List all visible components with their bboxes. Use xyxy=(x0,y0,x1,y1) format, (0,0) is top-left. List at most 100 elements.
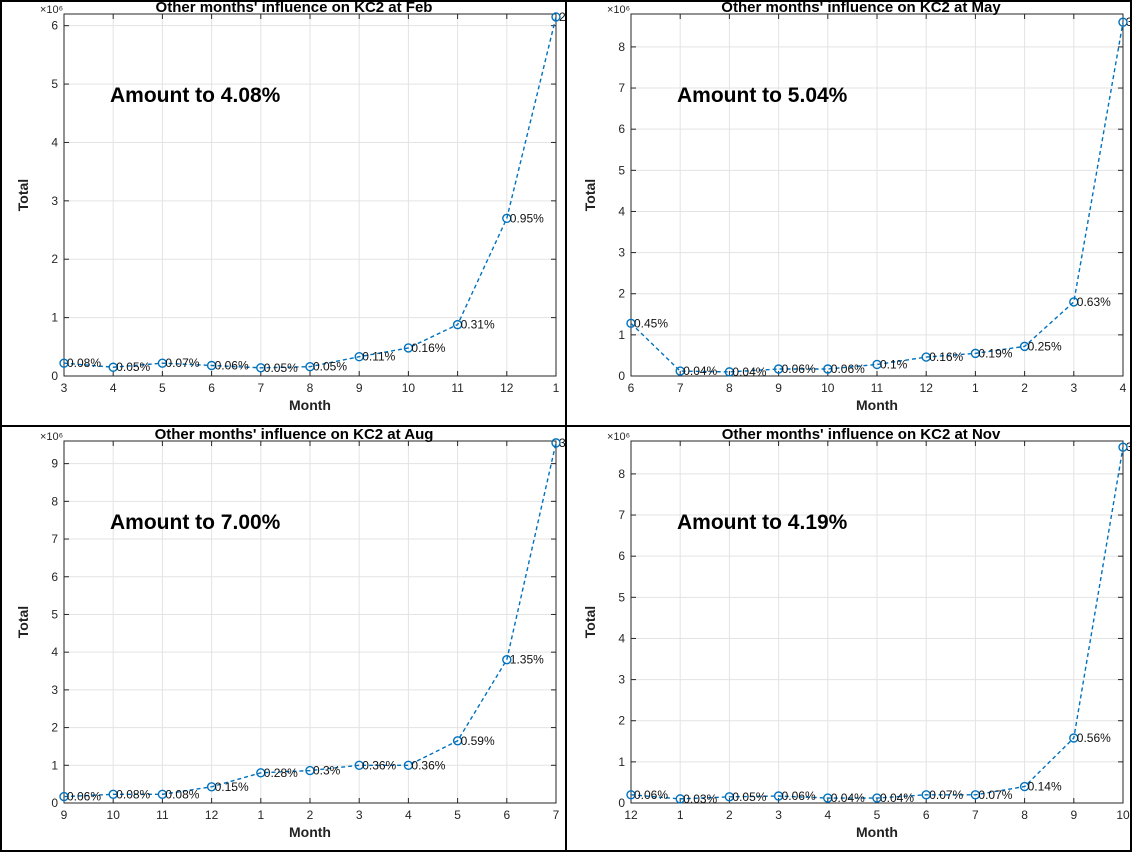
x-tick-label: 2 xyxy=(1021,381,1028,395)
data-label: 3.07% xyxy=(1126,440,1132,454)
x-tick-label: 9 xyxy=(356,381,363,395)
y-tick-label: 2 xyxy=(51,721,58,735)
data-point xyxy=(206,782,217,792)
data-point xyxy=(1069,733,1079,743)
y-tick-label: 8 xyxy=(51,494,58,508)
y-tick-label: 3 xyxy=(618,673,625,687)
y-tick-label: 5 xyxy=(618,590,625,604)
x-tick-label: 11 xyxy=(156,808,169,822)
x-tick-label: 8 xyxy=(307,381,314,395)
data-label: 2.19% xyxy=(559,10,565,24)
data-label: 0.06% xyxy=(67,790,101,804)
data-point xyxy=(452,319,463,330)
data-point xyxy=(626,318,636,329)
y-tick-label: 5 xyxy=(51,607,58,621)
data-point xyxy=(59,791,69,802)
data-point xyxy=(970,348,981,359)
data-label: 0.04% xyxy=(732,365,766,379)
data-point xyxy=(823,793,833,803)
data-label: 3.06% xyxy=(1126,15,1132,29)
x-tick-label: 10 xyxy=(821,381,835,395)
data-point xyxy=(921,352,931,362)
x-tick-label: 11 xyxy=(451,381,464,395)
data-label: 0.36% xyxy=(362,758,396,772)
data-point xyxy=(823,364,833,374)
data-point xyxy=(773,364,784,374)
chart-panel-aug: 9 10 11 12 1 2 3 4 5 6 7 0 1 2 3 4 5 6 7 8 9 ×10⁶ Other months… xyxy=(0,427,565,852)
data-label: 0.06% xyxy=(634,788,668,802)
data-label: 0.04% xyxy=(683,364,717,378)
data-point xyxy=(1019,781,1030,792)
x-tick-label: 9 xyxy=(775,381,782,395)
y-tick-label: 7 xyxy=(51,532,58,546)
x-tick-label: 9 xyxy=(61,808,68,822)
y-tick-label: 1 xyxy=(51,758,58,772)
y-axis-exponent: ×10⁶ xyxy=(40,431,63,443)
amount-annotation: Amount to 4.08% xyxy=(110,84,281,107)
y-tick-label: 5 xyxy=(51,77,58,91)
data-point xyxy=(59,358,69,368)
y-tick-label: 4 xyxy=(51,135,58,149)
x-tick-label: 7 xyxy=(972,808,979,822)
y-tick-label: 6 xyxy=(618,122,625,136)
y-tick-label: 2 xyxy=(618,287,625,301)
data-point xyxy=(1069,297,1079,307)
x-tick-label: 8 xyxy=(1021,808,1028,822)
data-point xyxy=(157,358,168,368)
data-label: 0.11% xyxy=(362,350,395,364)
data-label: 0.05% xyxy=(313,360,347,374)
x-axis-label: Month xyxy=(856,824,898,840)
x-tick-label: 3 xyxy=(61,381,68,395)
y-axis-label: Total xyxy=(582,179,598,211)
y-tick-label: 1 xyxy=(618,755,625,769)
y-tick-label: 2 xyxy=(618,714,625,728)
y-tick-label: 0 xyxy=(51,369,58,383)
data-label: 0.04% xyxy=(831,791,865,805)
data-label: 0.03% xyxy=(683,792,717,806)
y-tick-label: 1 xyxy=(51,311,58,325)
x-tick-label: 5 xyxy=(874,808,881,822)
series-line xyxy=(630,447,1124,800)
data-point xyxy=(724,792,735,802)
y-axis-exponent: ×10⁶ xyxy=(607,4,630,16)
data-point xyxy=(551,438,561,448)
data-label: 0.06% xyxy=(782,789,816,803)
data-point xyxy=(551,12,561,22)
data-label: 0.1% xyxy=(880,357,908,371)
x-tick-label: 1 xyxy=(553,381,560,395)
frame-horizontal-divider xyxy=(0,425,1132,427)
y-tick-label: 4 xyxy=(618,204,625,218)
series-line xyxy=(630,22,1124,373)
data-label: 0.59% xyxy=(461,734,495,748)
x-tick-label: 7 xyxy=(553,808,560,822)
x-tick-label: 1 xyxy=(677,808,684,822)
data-label: 0.45% xyxy=(634,316,668,330)
data-point xyxy=(724,367,735,377)
x-tick-label: 6 xyxy=(503,808,510,822)
y-tick-label: 1 xyxy=(618,328,625,342)
x-tick-label: 4 xyxy=(405,808,412,822)
data-point xyxy=(157,789,168,800)
x-tick-label: 8 xyxy=(726,381,733,395)
x-tick-label: 12 xyxy=(624,808,638,822)
y-tick-label: 5 xyxy=(618,163,625,177)
data-point xyxy=(403,343,414,353)
y-tick-label: 7 xyxy=(618,81,625,95)
chart-panel-nov: 12 1 2 3 4 5 6 7 8 9 10 0 1 2 3 4 5 6 7 8 ×10⁶ Other months' … xyxy=(567,427,1132,852)
y-tick-label: 3 xyxy=(51,194,58,208)
data-label: 0.07% xyxy=(929,788,963,802)
data-label: 1.35% xyxy=(510,653,544,667)
x-tick-label: 5 xyxy=(454,808,461,822)
x-axis-label: Month xyxy=(856,397,898,413)
x-tick-label: 1 xyxy=(972,381,979,395)
x-tick-label: 5 xyxy=(159,381,166,395)
x-tick-label: 12 xyxy=(500,381,514,395)
y-axis-label: Total xyxy=(582,606,598,638)
data-label: 0.63% xyxy=(1077,295,1111,309)
y-tick-label: 9 xyxy=(51,457,58,471)
data-point xyxy=(773,791,784,801)
data-point xyxy=(872,359,882,370)
y-tick-label: 0 xyxy=(51,796,58,810)
